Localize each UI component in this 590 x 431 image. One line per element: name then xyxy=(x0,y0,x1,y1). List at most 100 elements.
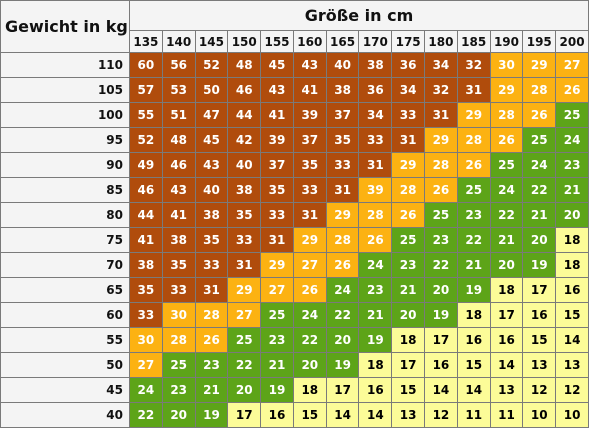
bmi-cell: 17 xyxy=(522,277,557,303)
bmi-cell: 22 xyxy=(489,202,524,228)
bmi-cell: 21 xyxy=(260,352,294,378)
bmi-cell: 32 xyxy=(456,52,491,78)
height-header-190: 190 xyxy=(489,30,524,53)
bmi-cell: 37 xyxy=(325,102,360,128)
bmi-cell: 27 xyxy=(227,302,262,328)
bmi-cell: 16 xyxy=(260,402,294,428)
bmi-cell: 13 xyxy=(489,377,524,403)
bmi-cell: 25 xyxy=(489,152,524,178)
bmi-cell: 17 xyxy=(325,377,360,403)
bmi-cell: 29 xyxy=(489,77,524,103)
bmi-cell: 35 xyxy=(325,127,360,153)
bmi-cell: 31 xyxy=(424,102,458,128)
bmi-cell: 46 xyxy=(129,177,163,203)
bmi-cell: 15 xyxy=(456,352,491,378)
table-row: 70 38 35 33 31 29 27 26 24 23 22 21 20 19 18 xyxy=(0,252,589,278)
table-row: 55 30 28 26 25 23 22 20 19 18 17 16 16 15 14 xyxy=(0,327,589,353)
bmi-cell: 31 xyxy=(292,202,327,228)
bmi-cell: 31 xyxy=(260,227,294,253)
bmi-cell: 24 xyxy=(292,302,327,328)
bmi-cell: 56 xyxy=(161,52,196,78)
bmi-cell: 25 xyxy=(424,202,458,228)
bmi-cell: 34 xyxy=(391,77,426,103)
bmi-cell: 38 xyxy=(194,202,229,228)
bmi-cell: 17 xyxy=(489,302,524,328)
bmi-cell: 43 xyxy=(194,152,229,178)
bmi-cell: 28 xyxy=(489,102,524,128)
bmi-cell: 19 xyxy=(260,377,294,403)
bmi-cell: 20 xyxy=(391,302,426,328)
bmi-cell: 46 xyxy=(161,152,196,178)
table-row: 50 27 25 23 22 21 20 19 18 17 16 15 14 13 13 xyxy=(0,352,589,378)
bmi-cell: 11 xyxy=(489,402,524,428)
height-header-195: 195 xyxy=(522,30,557,53)
bmi-cell: 33 xyxy=(260,202,294,228)
bmi-cell: 19 xyxy=(358,327,393,353)
bmi-cell: 38 xyxy=(161,227,196,253)
bmi-cell: 18 xyxy=(456,302,491,328)
bmi-cell: 29 xyxy=(260,252,294,278)
bmi-cell: 28 xyxy=(161,327,196,353)
bmi-cell: 39 xyxy=(292,102,327,128)
bmi-cell: 36 xyxy=(391,52,426,78)
bmi-cell: 32 xyxy=(424,77,458,103)
weight-header-105: 105 xyxy=(0,77,130,103)
bmi-cell: 34 xyxy=(358,102,393,128)
weight-header-50: 50 xyxy=(0,352,130,378)
weight-axis-label: Gewicht in kg xyxy=(0,0,130,53)
bmi-cell: 20 xyxy=(161,402,196,428)
bmi-cell: 21 xyxy=(555,177,589,203)
bmi-cell: 22 xyxy=(227,352,262,378)
bmi-cell: 21 xyxy=(194,377,229,403)
bmi-cell: 26 xyxy=(292,277,327,303)
bmi-cell: 23 xyxy=(391,252,426,278)
bmi-cell: 30 xyxy=(489,52,524,78)
bmi-cell: 15 xyxy=(292,402,327,428)
bmi-cell: 27 xyxy=(129,352,163,378)
bmi-cell: 26 xyxy=(522,102,557,128)
bmi-cell: 13 xyxy=(555,352,589,378)
bmi-cell: 38 xyxy=(325,77,360,103)
bmi-cell: 22 xyxy=(522,177,557,203)
bmi-cell: 28 xyxy=(325,227,360,253)
bmi-cell: 31 xyxy=(227,252,262,278)
bmi-cell: 23 xyxy=(161,377,196,403)
bmi-cell: 19 xyxy=(424,302,458,328)
bmi-cell: 31 xyxy=(456,77,491,103)
bmi-cell: 21 xyxy=(489,227,524,253)
table-row: 90 49 46 43 40 37 35 33 31 29 28 26 25 24 23 xyxy=(0,152,589,178)
bmi-cell: 24 xyxy=(129,377,163,403)
bmi-cell: 23 xyxy=(456,202,491,228)
bmi-cell: 12 xyxy=(424,402,458,428)
bmi-cell: 27 xyxy=(555,52,589,78)
bmi-cell: 17 xyxy=(227,402,262,428)
bmi-cell: 31 xyxy=(194,277,229,303)
bmi-cell: 37 xyxy=(260,152,294,178)
table-row: 95 52 48 45 42 39 37 35 33 31 29 28 26 25 24 xyxy=(0,127,589,153)
table-row: 110 60 56 52 48 45 43 40 38 36 34 32 30 29 27 xyxy=(0,52,589,78)
bmi-cell: 21 xyxy=(522,202,557,228)
weight-header-60: 60 xyxy=(0,302,130,328)
bmi-cell: 33 xyxy=(129,302,163,328)
bmi-cell: 57 xyxy=(129,77,163,103)
weight-header-90: 90 xyxy=(0,152,130,178)
bmi-cell: 28 xyxy=(522,77,557,103)
bmi-cell: 29 xyxy=(292,227,327,253)
table-row: 85 46 43 40 38 35 33 31 39 28 26 25 24 22 21 xyxy=(0,177,589,203)
bmi-cell: 41 xyxy=(292,77,327,103)
bmi-cell: 22 xyxy=(456,227,491,253)
weight-header-75: 75 xyxy=(0,227,130,253)
bmi-cell: 20 xyxy=(292,352,327,378)
bmi-cell: 18 xyxy=(489,277,524,303)
table-row: 80 44 41 38 35 33 31 29 28 26 25 23 22 21 20 xyxy=(0,202,589,228)
height-header-185: 185 xyxy=(456,30,491,53)
bmi-cell: 28 xyxy=(194,302,229,328)
title-row: Gewicht in kg Größe in cm xyxy=(0,0,589,53)
bmi-cell: 23 xyxy=(260,327,294,353)
bmi-cell: 27 xyxy=(292,252,327,278)
bmi-cell: 25 xyxy=(227,327,262,353)
bmi-cell: 44 xyxy=(129,202,163,228)
bmi-cell: 28 xyxy=(391,177,426,203)
bmi-cell: 17 xyxy=(391,352,426,378)
bmi-cell: 41 xyxy=(260,102,294,128)
